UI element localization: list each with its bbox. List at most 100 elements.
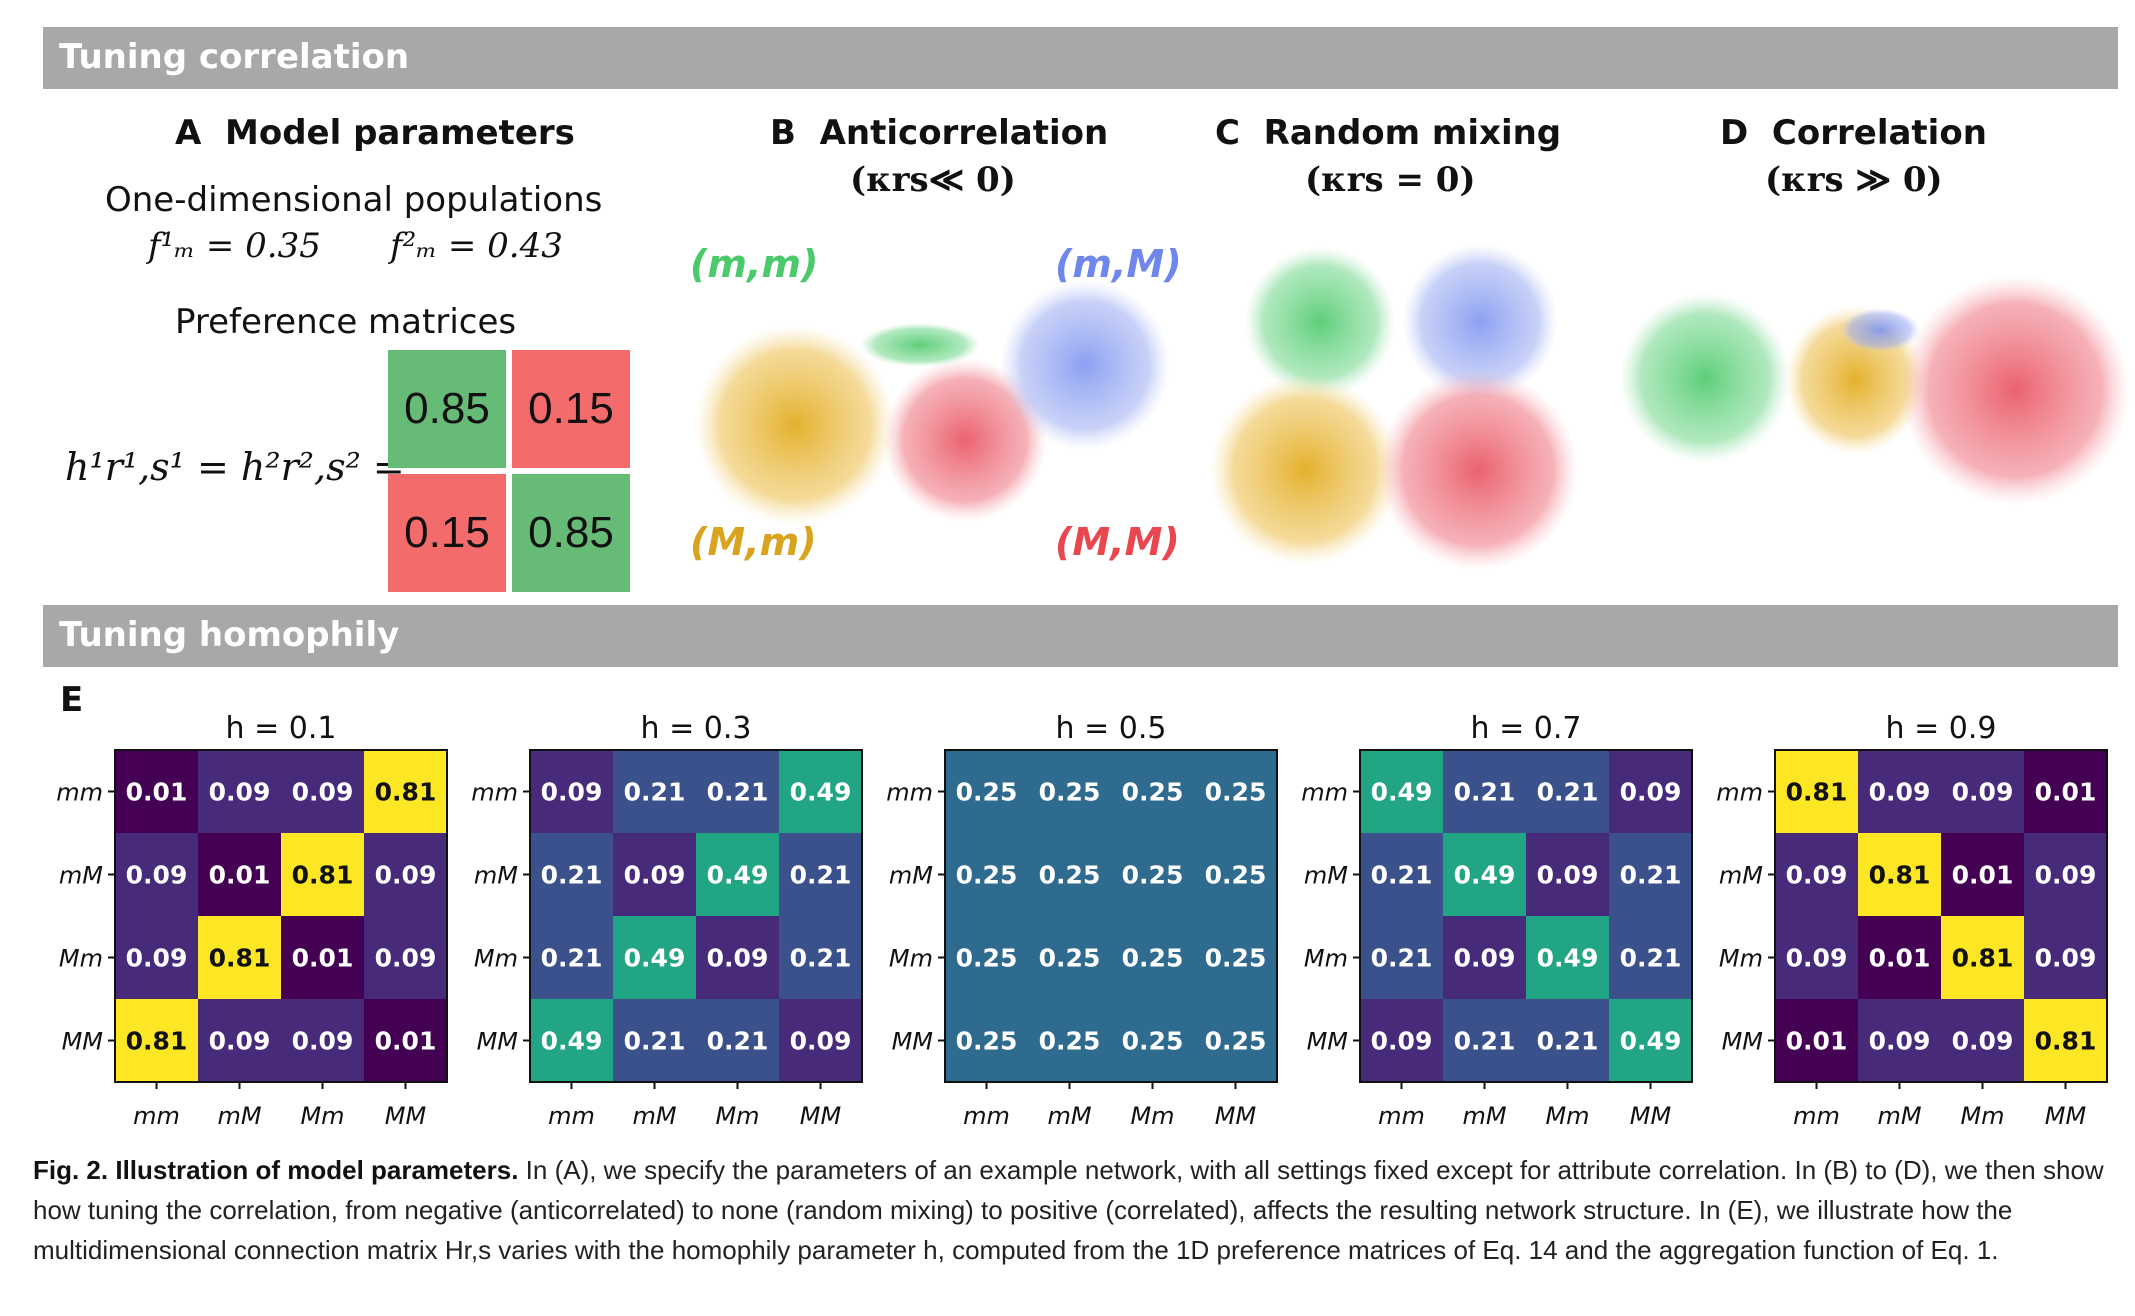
heatmap-cell [2024, 916, 2107, 999]
heatmap-cell [1775, 750, 1858, 833]
col-label: mm [1378, 1102, 1425, 1130]
cluster-b-mM [1000, 280, 1170, 450]
panel-a-heading: A Model parameters [175, 113, 575, 153]
heatmap-value: 0.09 [1952, 1027, 2014, 1056]
heatmap-cell [1360, 916, 1443, 999]
heatmap-value: 0.09 [126, 944, 188, 973]
section-bar-correlation: Tuning correlation [43, 27, 2118, 89]
cluster-b-MM [883, 358, 1047, 522]
row-label: mm [1716, 779, 1763, 807]
heatmap-title: h = 0.1 [226, 711, 337, 746]
row-label: mM [1304, 862, 1348, 890]
heatmap-cell [281, 916, 364, 999]
heatmap-cell [613, 916, 696, 999]
row-label: Mm [889, 945, 933, 973]
heatmap-title: h = 0.9 [1886, 711, 1997, 746]
heatmap-cell [364, 999, 447, 1082]
row-label: mm [471, 779, 518, 807]
heatmap-cell [1609, 750, 1692, 833]
heatmap-cell [2024, 750, 2107, 833]
col-label: MM [2045, 1102, 2087, 1130]
heatmap-cell [1609, 916, 1692, 999]
col-label: mm [1793, 1102, 1840, 1130]
cluster-d-mm [1620, 293, 1790, 463]
heatmap-value: 0.49 [624, 944, 686, 973]
heatmap-cell [779, 750, 862, 833]
heatmap-cell [2024, 833, 2107, 916]
heatmap-cell [945, 916, 1028, 999]
heatmap-value: 0.81 [375, 778, 437, 807]
heatmap-cell [1526, 916, 1609, 999]
heatmap-cell [115, 999, 198, 1082]
panel-c-heading: C Random mixing [1215, 113, 1561, 153]
f2-equation: f²ₘ = 0.43 [390, 226, 563, 266]
col-label: Mm [715, 1102, 759, 1130]
network-clusters [695, 244, 2130, 570]
populations-label: One-dimensional populations [105, 180, 603, 220]
heatmap-cell [1443, 916, 1526, 999]
heatmap-cell [1526, 999, 1609, 1082]
heatmap-cell [1360, 999, 1443, 1082]
heatmap-cell [198, 750, 281, 833]
caption-body: In (A), we specify the parameters of an … [33, 1155, 2104, 1265]
heatmap-value: 0.25 [1205, 1027, 1267, 1056]
panel-d-letter: D [1720, 113, 1749, 153]
panel-d-subtitle: (κrs ≫ 0) [1765, 160, 1943, 200]
panel-b-subtitle: (κrs≪ 0) [850, 160, 1016, 200]
heatmap-value: 0.09 [707, 944, 769, 973]
heatmap-frame [1774, 749, 2108, 1083]
col-label: mM [632, 1102, 676, 1130]
heatmap-value: 0.25 [956, 861, 1018, 890]
heatmap-cell [1858, 750, 1941, 833]
heatmap-value: 0.09 [209, 778, 271, 807]
panel-c-title: Random mixing [1263, 113, 1562, 153]
heatmap-value: 0.25 [1039, 1027, 1101, 1056]
heatmap-value: 0.21 [707, 1027, 769, 1056]
heatmap-value: 0.09 [790, 1027, 852, 1056]
heatmap-cell [1443, 750, 1526, 833]
heatmap-value: 0.09 [375, 861, 437, 890]
heatmap-cell [364, 833, 447, 916]
heatmap-value: 0.21 [1620, 861, 1682, 890]
row-label: MM [892, 1028, 934, 1056]
row-label: mM [1719, 862, 1763, 890]
heatmap-value: 0.49 [1537, 944, 1599, 973]
row-label: Mm [59, 945, 103, 973]
heatmap-cell [1028, 916, 1111, 999]
heatmap-value: 0.09 [2035, 944, 2097, 973]
col-label: mM [1877, 1102, 1921, 1130]
heatmap-value: 0.09 [292, 1027, 354, 1056]
heatmap-cell [1028, 999, 1111, 1082]
col-label: mm [133, 1102, 180, 1130]
heatmap-cell [779, 999, 862, 1082]
heatmap-value: 0.25 [1039, 778, 1101, 807]
col-label: mm [963, 1102, 1010, 1130]
heatmap-value: 0.25 [956, 944, 1018, 973]
homophily-heatmaps: h = 0.1 0.01 0.09 0.09 0.81 0.09 0.01 0.81 0.09 0… [56, 711, 2108, 1130]
row-label: mm [1301, 779, 1348, 807]
heatmap-value: 0.09 [1537, 861, 1599, 890]
heatmap-value: 0.09 [1869, 778, 1931, 807]
heatmap-value: 0.21 [624, 1027, 686, 1056]
heatmap-cell [945, 750, 1028, 833]
heatmap-title: h = 0.5 [1056, 711, 1167, 746]
cluster-c-mM [1402, 244, 1558, 400]
col-label: MM [1630, 1102, 1672, 1130]
heatmap-cell [945, 999, 1028, 1082]
heatmap-cell [530, 916, 613, 999]
row-label: MM [62, 1028, 104, 1056]
row-label: Mm [1304, 945, 1348, 973]
section-title-correlation: Tuning correlation [59, 37, 410, 77]
heatmap-cell [198, 999, 281, 1082]
row-label: MM [1307, 1028, 1349, 1056]
heatmap-cell [945, 833, 1028, 916]
heatmap-title: h = 0.3 [641, 711, 752, 746]
row-label: Mm [1719, 945, 1763, 973]
heatmap-value: 0.21 [707, 778, 769, 807]
heatmap-cell [1111, 750, 1194, 833]
row-label: mM [59, 862, 103, 890]
heatmap-value: 0.81 [1786, 778, 1848, 807]
heatmap-cell [530, 750, 613, 833]
heatmap-cell [613, 750, 696, 833]
heatmap-cell [281, 833, 364, 916]
